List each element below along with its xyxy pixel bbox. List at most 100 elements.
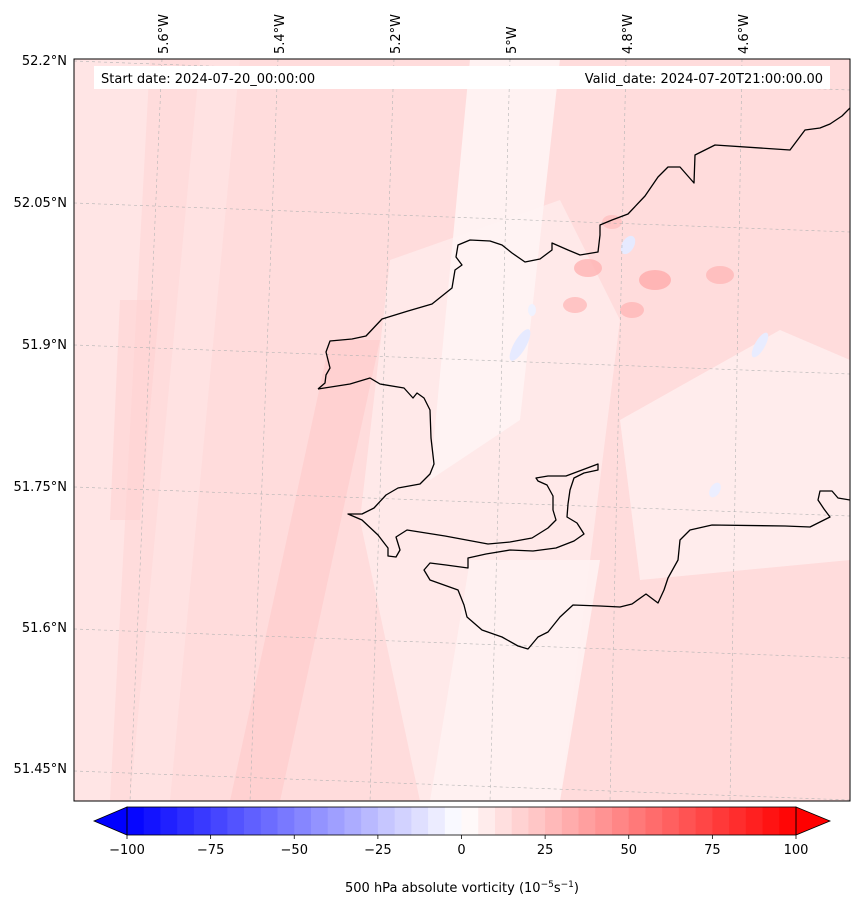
lon-label: 4.8°W bbox=[621, 14, 636, 54]
vorticity-max bbox=[620, 302, 644, 318]
meridian-gridline bbox=[249, 59, 279, 801]
colorbar-tick-label: −75 bbox=[197, 843, 224, 858]
colorbar-extend-max bbox=[795, 806, 832, 836]
coastline-peninsula bbox=[317, 377, 850, 650]
colorbar-segment bbox=[461, 807, 479, 835]
vorticity-max bbox=[706, 266, 734, 284]
colorbar-tick-label: 75 bbox=[704, 843, 721, 858]
lat-label: 51.45°N bbox=[14, 762, 67, 777]
colorbar-segment bbox=[361, 807, 379, 835]
colorbar-tick-label: 50 bbox=[620, 843, 637, 858]
colorbar-label-unit: s bbox=[554, 881, 561, 896]
colorbar-tick-label: −100 bbox=[109, 843, 145, 858]
vorticity-min bbox=[751, 332, 769, 358]
colorbar-segment bbox=[244, 807, 262, 835]
colorbar-segment bbox=[277, 807, 295, 835]
colorbar-segment bbox=[210, 807, 228, 835]
meridian-gridline bbox=[129, 59, 163, 801]
meridian-gridline bbox=[369, 59, 395, 801]
colorbar-segment bbox=[762, 807, 780, 835]
lon-label: 5°W bbox=[505, 26, 520, 54]
colorbar-segment bbox=[645, 807, 663, 835]
vorticity-field bbox=[74, 59, 850, 801]
colorbar-segment bbox=[528, 807, 546, 835]
colorbar-segment bbox=[160, 807, 178, 835]
colorbar-segment bbox=[712, 807, 730, 835]
colorbar-label-exponent: −1 bbox=[561, 880, 574, 890]
colorbar-segment bbox=[779, 807, 797, 835]
vorticity-max bbox=[639, 270, 671, 290]
valid-date-text: Valid_date: 2024-07-20T21:00:00.00 bbox=[585, 72, 823, 87]
colorbar-segment bbox=[578, 807, 596, 835]
lat-label: 51.9°N bbox=[22, 338, 67, 353]
colorbar-segments bbox=[127, 807, 797, 835]
meridian-gridline bbox=[609, 59, 627, 801]
map-panel: Start date: 2024-07-20_00:00:00 Valid_da… bbox=[14, 14, 851, 802]
colorbar-segment bbox=[193, 807, 212, 835]
colorbar-tick-label: −25 bbox=[364, 843, 391, 858]
vorticity-light-band bbox=[620, 330, 850, 580]
colorbar-segment bbox=[612, 807, 630, 835]
colorbar-segment bbox=[177, 807, 195, 835]
colorbar-segment bbox=[444, 807, 462, 835]
colorbar-segment bbox=[695, 807, 713, 835]
colorbar-segment bbox=[377, 807, 396, 835]
coastline bbox=[317, 107, 850, 650]
colorbar-tick-label: −50 bbox=[281, 843, 308, 858]
meridian-gridline bbox=[729, 59, 743, 801]
colorbar-segment bbox=[545, 807, 563, 835]
colorbar-tick-label: 100 bbox=[784, 843, 809, 858]
colorbar-ticks: −100 −75 −50 −25 0 25 50 75 100 bbox=[109, 835, 808, 858]
colorbar-segment bbox=[428, 807, 446, 835]
colorbar-segment bbox=[628, 807, 646, 835]
vorticity-min bbox=[528, 304, 536, 316]
lon-label: 5.6°W bbox=[157, 14, 172, 54]
vorticity-light-band bbox=[430, 59, 560, 480]
vorticity-max bbox=[574, 259, 602, 277]
colorbar-extend-min bbox=[92, 806, 128, 836]
colorbar-segment bbox=[561, 807, 579, 835]
lon-labels: 5.6°W 5.4°W 5.2°W 5°W 4.8°W 4.6°W bbox=[157, 14, 752, 54]
colorbar-segment bbox=[227, 807, 245, 835]
coastline-north bbox=[317, 107, 850, 390]
lat-label: 51.75°N bbox=[14, 480, 67, 495]
colorbar-segment bbox=[310, 807, 329, 835]
map-frame bbox=[73, 58, 851, 802]
colorbar-segment bbox=[678, 807, 697, 835]
colorbar-segment bbox=[745, 807, 763, 835]
vorticity-dark-band bbox=[230, 340, 380, 801]
vorticity-min bbox=[620, 235, 636, 255]
colorbar-segment bbox=[294, 807, 312, 835]
vorticity-min bbox=[709, 482, 721, 498]
vorticity-dark-band bbox=[110, 300, 160, 520]
colorbar-tick-label: 0 bbox=[457, 843, 465, 858]
start-date-text: Start date: 2024-07-20_00:00:00 bbox=[101, 72, 315, 87]
colorbar-segment bbox=[394, 807, 412, 835]
colorbar-label-exponent: −5 bbox=[541, 880, 554, 890]
colorbar-segment bbox=[511, 807, 529, 835]
colorbar-segment bbox=[344, 807, 362, 835]
colorbar-tick-label: 25 bbox=[537, 843, 554, 858]
colorbar: −100 −75 −50 −25 0 25 50 75 100 500 hPa absolute… bbox=[92, 806, 832, 896]
colorbar-segment bbox=[143, 807, 161, 835]
colorbar-segment bbox=[260, 807, 278, 835]
gridlines bbox=[74, 59, 850, 801]
colorbar-segment bbox=[595, 807, 613, 835]
vorticity-max bbox=[563, 297, 587, 313]
colorbar-segment bbox=[729, 807, 747, 835]
vorticity-light-band bbox=[74, 59, 150, 801]
lat-label: 52.05°N bbox=[14, 196, 67, 211]
lon-label: 5.2°W bbox=[389, 14, 404, 54]
colorbar-segment bbox=[662, 807, 680, 835]
date-box bbox=[94, 66, 830, 89]
colorbar-segment bbox=[127, 807, 145, 835]
colorbar-segment bbox=[411, 807, 429, 835]
lat-labels: 52.2°N 52.05°N 51.9°N 51.75°N 51.6°N 51.… bbox=[14, 54, 67, 777]
colorbar-segment bbox=[478, 807, 496, 835]
vorticity-min bbox=[509, 329, 531, 361]
lat-label: 52.2°N bbox=[22, 54, 67, 69]
lon-label: 5.4°W bbox=[273, 14, 288, 54]
colorbar-label: 500 hPa absolute vorticity (10−5s−1) bbox=[345, 880, 579, 896]
colorbar-segment bbox=[494, 807, 513, 835]
